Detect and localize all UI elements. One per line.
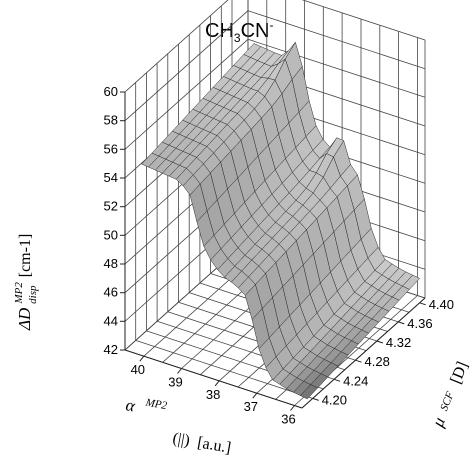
z-tick-label: 54 (104, 170, 118, 185)
chart-title: CH3CN- (205, 18, 273, 45)
y-tick-label: 4.40 (429, 297, 454, 312)
y-tick-mark (376, 340, 384, 344)
svg-text:α MP2: α MP2 (124, 393, 168, 421)
x-tick-label: 39 (168, 375, 182, 390)
x-tick-mark (139, 355, 145, 362)
x-tick-mark (252, 392, 258, 399)
gridline-left-wall (124, 10, 249, 121)
x-tick-mark (290, 405, 295, 411)
z-tick-label: 48 (104, 256, 118, 271)
y-tick-label: 4.20 (322, 392, 347, 407)
surface-cell (299, 384, 319, 400)
x-tick-label: 36 (281, 412, 295, 427)
y-axis-line (301, 297, 426, 409)
svg-text:ΔD MP2 disp: ΔD MP2 disp [cm-1] (7, 234, 40, 331)
y-tick-mark (333, 378, 341, 382)
y-tick-label: 4.28 (365, 354, 390, 369)
z-axis-label: ΔD MP2 disp [cm-1] (7, 234, 40, 331)
x-tick-label: 38 (206, 387, 220, 402)
y-tick-mark (398, 321, 405, 325)
x-tick-mark (177, 368, 182, 374)
z-tick-label: 46 (104, 285, 118, 300)
gridline-back-wall (247, 38, 426, 98)
x-tick-label: 37 (244, 399, 258, 414)
gridline-left-wall (124, 0, 229, 93)
gridline-left-wall (124, 39, 249, 150)
y-tick-label: 4.36 (407, 316, 432, 331)
axis-ticks: 42 44 46 48 50 52 54 56 58 60 40 39 38 37 36 4.20 4.24 4.… (104, 84, 454, 427)
z-tick-label: 52 (104, 199, 118, 214)
x-tick-mark (214, 380, 220, 387)
gridline-back-wall (247, 10, 426, 70)
z-tick-label: 56 (104, 141, 118, 156)
x-axis-label: α MP2 (||) [a.u.] (124, 393, 232, 457)
z-tick-label: 42 (104, 342, 118, 357)
gridline-floor (135, 340, 313, 399)
y-tick-label: 4.24 (343, 373, 368, 388)
z-tick-label: 50 (104, 227, 118, 242)
x-axis-line (124, 349, 303, 409)
x-tick-label: 40 (131, 362, 145, 377)
y-tick-label: 4.32 (386, 335, 411, 350)
y-tick-mark (355, 359, 362, 363)
y-tick-mark (312, 397, 319, 401)
z-tick-label: 58 (104, 113, 118, 128)
svg-text:μ SCF [D]: μ SCF [D] (426, 358, 471, 431)
svg-text:(||) [a.u.]: (||) [a.u.] (171, 430, 232, 457)
z-tick-label: 60 (104, 84, 118, 99)
z-tick-label: 44 (104, 313, 118, 328)
gridline-back-wall (301, 0, 426, 41)
y-tick-mark (419, 302, 426, 306)
surface-mesh (141, 41, 421, 400)
y-axis-label: μ SCF [D] (426, 358, 471, 431)
